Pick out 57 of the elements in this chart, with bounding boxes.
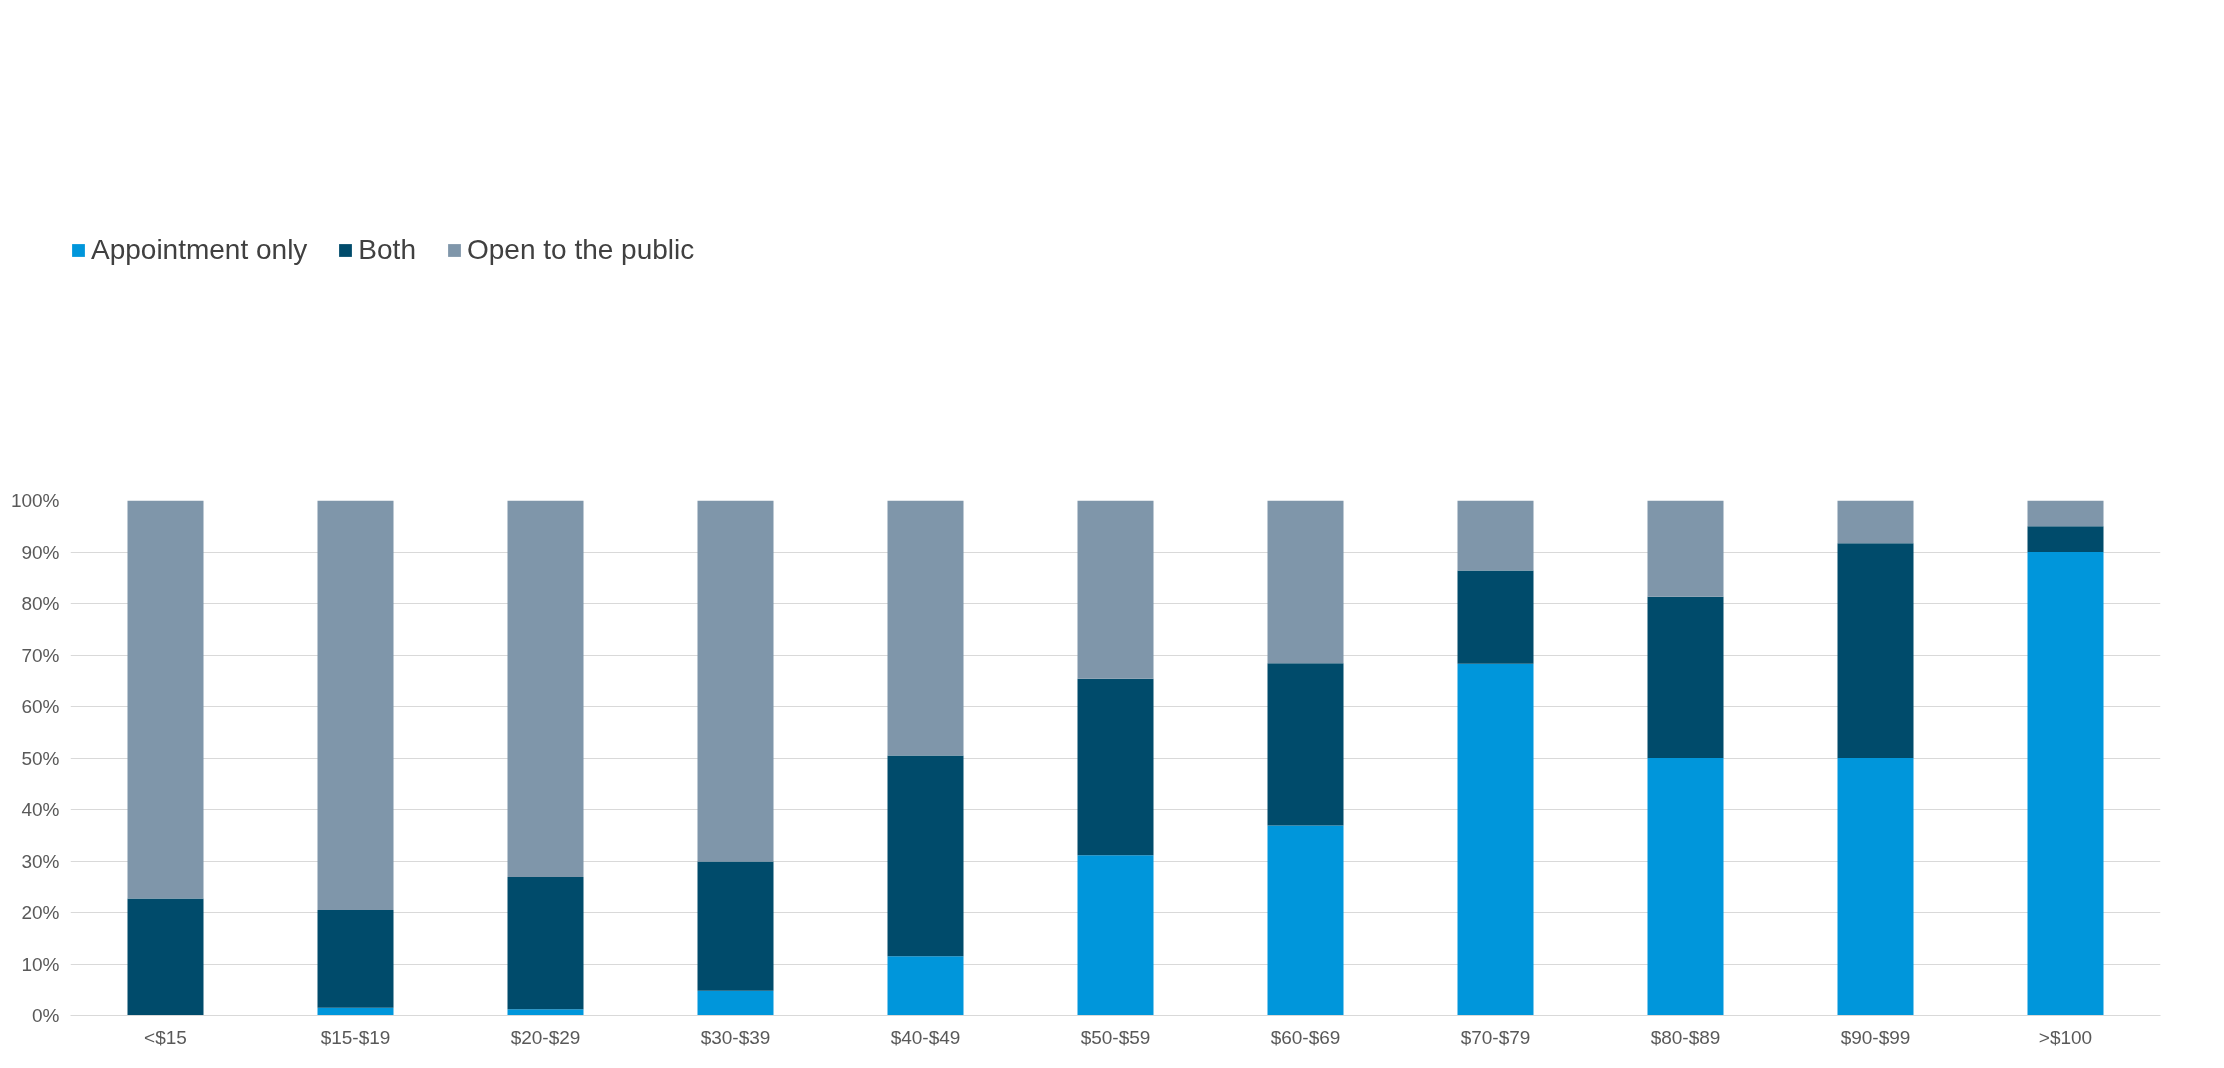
bar — [317, 1007, 394, 1016]
x-tick-label: $60-$69 — [1270, 1026, 1341, 1048]
bar — [1457, 663, 1534, 1016]
bar — [1457, 570, 1534, 664]
y-tick-label: 60% — [21, 696, 60, 717]
x-tick-label: $20-$29 — [510, 1026, 581, 1048]
bar — [1837, 543, 1914, 758]
bar — [1647, 500, 1724, 597]
bar — [697, 861, 774, 991]
bar — [2027, 526, 2104, 552]
bar — [127, 500, 204, 899]
x-tick-label: $70-$79 — [1460, 1026, 1531, 1048]
x-tick-label: $50-$59 — [1080, 1026, 1151, 1048]
x-tick-label: >$100 — [2038, 1026, 2093, 1048]
y-tick-label: 100% — [10, 490, 60, 511]
y-tick-label: 70% — [21, 644, 60, 666]
bar — [507, 876, 584, 1010]
bar — [507, 500, 584, 877]
y-tick-label: 80% — [21, 593, 60, 614]
y-tick-label: 20% — [21, 902, 60, 923]
bar — [1647, 596, 1724, 758]
bar — [887, 755, 964, 957]
legend-label: Appointment only — [91, 234, 308, 266]
bar — [127, 898, 204, 1016]
bar — [1077, 678, 1154, 856]
bar — [2027, 500, 2104, 527]
bar — [317, 909, 394, 1008]
y-tick-label: 50% — [21, 747, 60, 769]
bar — [1837, 758, 1914, 1016]
x-tick-label: $30-$39 — [700, 1026, 771, 1048]
bar — [1267, 663, 1344, 826]
bar — [887, 500, 964, 756]
x-tick-label: $15-$19 — [320, 1026, 391, 1048]
bar — [2027, 552, 2104, 1016]
y-tick-label: 0% — [32, 1005, 60, 1026]
x-tick-label: $90-$99 — [1840, 1026, 1911, 1048]
x-tick-label: <$15 — [144, 1026, 187, 1048]
y-tick-label: 40% — [21, 799, 60, 820]
bar — [1267, 825, 1344, 1016]
y-tick-label: 90% — [21, 541, 60, 563]
legend-label: Open to the public — [466, 234, 695, 266]
legend-label: Both — [358, 234, 416, 266]
bar — [1457, 500, 1534, 571]
bar — [1077, 500, 1154, 679]
bar — [697, 990, 774, 1016]
bar — [507, 1009, 584, 1016]
x-tick-label: $40-$49 — [890, 1026, 961, 1048]
bar — [1267, 500, 1344, 664]
bar — [1077, 855, 1154, 1016]
bar — [317, 500, 394, 910]
bar — [887, 956, 964, 1016]
y-tick-label: 30% — [21, 850, 60, 872]
bar — [1837, 500, 1914, 544]
bar — [1647, 758, 1724, 1016]
bar — [697, 500, 774, 862]
y-tick-label: 10% — [21, 953, 60, 975]
x-tick-label: $80-$89 — [1650, 1026, 1721, 1048]
